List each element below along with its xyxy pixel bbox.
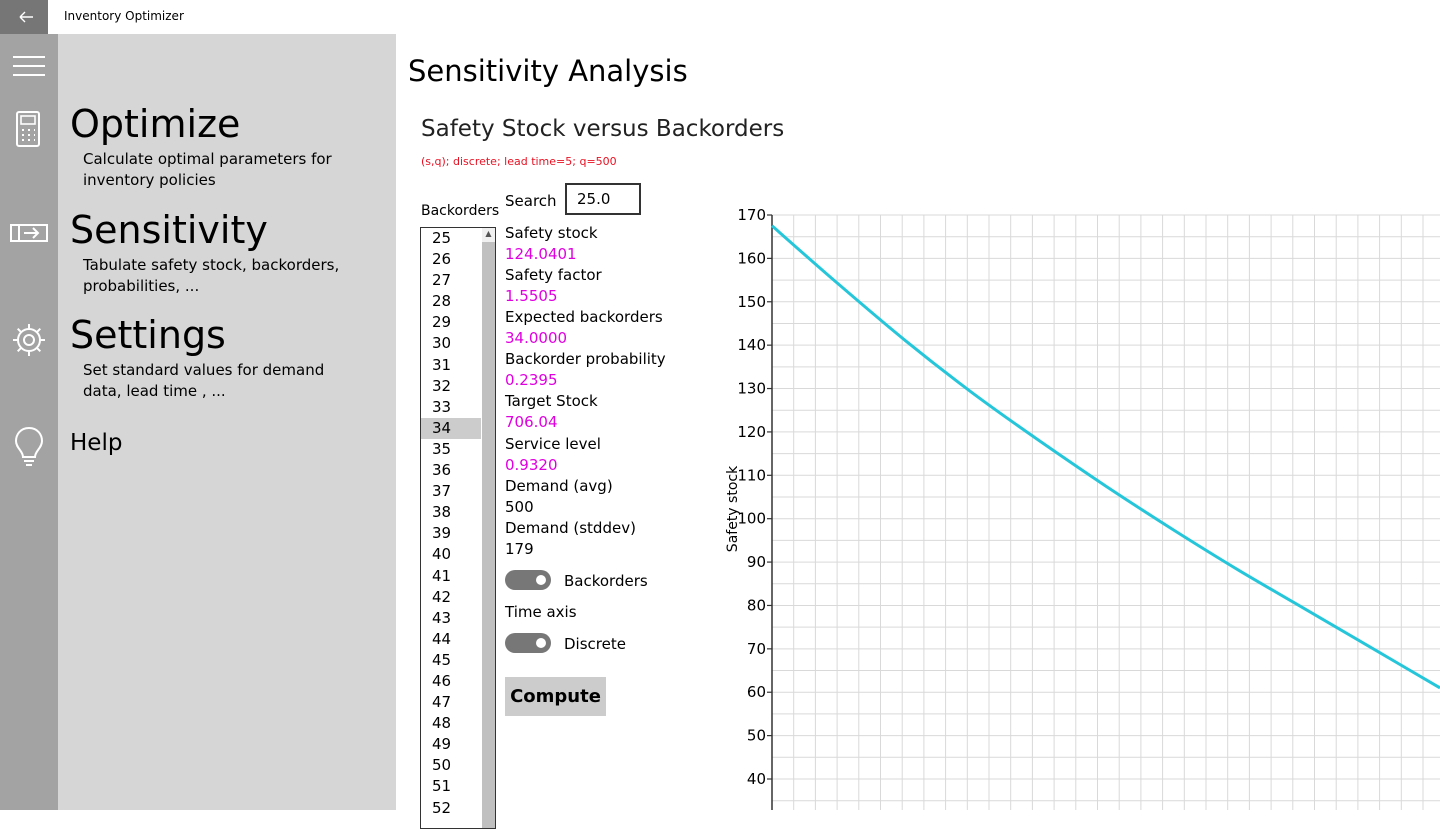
stat-label: Expected backorders [505, 308, 663, 327]
stat-value: 1.5505 [505, 287, 558, 306]
stat-value: 500 [505, 497, 534, 516]
listbox-scrollbar[interactable]: ▲ [482, 228, 495, 828]
list-item[interactable]: 31 [432, 355, 452, 374]
compute-button[interactable]: Compute [505, 677, 606, 716]
discrete-toggle-label: Discrete [564, 635, 626, 653]
back-button[interactable] [0, 0, 48, 34]
time-axis-label: Time axis [505, 603, 577, 621]
backorders-toggle-label: Backorders [564, 572, 648, 590]
nav-rail [0, 34, 58, 810]
nav-settings-desc: Set standard values for demand data, lea… [83, 361, 325, 400]
y-tick-label: 150 [737, 293, 766, 311]
list-item[interactable]: 46 [432, 671, 452, 690]
y-tick-label: 170 [737, 206, 766, 224]
list-item[interactable]: 28 [432, 292, 452, 311]
list-item[interactable]: 48 [432, 714, 452, 733]
list-item[interactable]: 35 [432, 439, 452, 458]
y-tick-label: 130 [737, 380, 766, 398]
toggle-knob [536, 638, 546, 648]
y-tick-label: 100 [737, 510, 766, 528]
list-item[interactable]: 43 [432, 608, 452, 627]
stat-value: 706.04 [505, 413, 558, 432]
y-tick-label: 110 [737, 466, 766, 484]
y-tick-label: 40 [747, 770, 766, 788]
list-item[interactable]: 41 [432, 566, 452, 585]
list-item[interactable]: 34 [421, 417, 481, 439]
backorders-listbox[interactable]: 25 26 27 28 29 30 31 32 33 34 35 36 37 38 39 40 41 42 43 44… [420, 227, 496, 829]
list-item[interactable]: 42 [432, 587, 452, 606]
stat-label: Backorder probability [505, 350, 666, 369]
stat-value: 0.9320 [505, 455, 558, 474]
discrete-toggle[interactable] [505, 633, 551, 653]
list-item[interactable]: 40 [432, 545, 452, 564]
sensitivity-table-icon[interactable] [8, 218, 50, 248]
scrollbar-thumb[interactable] [482, 242, 495, 828]
app-title: Inventory Optimizer [64, 9, 184, 23]
list-item[interactable]: 49 [432, 735, 452, 754]
safety-stock-series-line [771, 224, 1440, 690]
y-tick-label: 70 [747, 640, 766, 658]
list-item[interactable]: 30 [432, 334, 452, 353]
y-tick-label: 160 [737, 249, 766, 267]
gear-icon[interactable] [8, 318, 50, 362]
stat-value: 34.0000 [505, 329, 568, 348]
stat-value: 124.0401 [505, 245, 577, 263]
y-axis-label: Safety stock [725, 465, 741, 552]
list-item[interactable]: 39 [432, 524, 452, 543]
y-tick-label: 140 [737, 336, 766, 354]
list-item[interactable]: 33 [432, 397, 452, 416]
list-item[interactable]: 27 [432, 271, 452, 290]
list-item[interactable]: 51 [432, 777, 452, 796]
list-item[interactable]: 50 [432, 756, 452, 775]
list-item[interactable]: 25 [432, 229, 452, 247]
nav-optimize-desc: Calculate optimal parameters for invento… [83, 150, 332, 189]
y-tick-label: 50 [747, 727, 766, 745]
list-item[interactable]: 44 [432, 629, 452, 648]
page-title: Sensitivity Analysis [408, 54, 688, 88]
stat-value: 0.2395 [505, 371, 558, 390]
stat-label: Safety factor [505, 266, 602, 285]
back-arrow-icon [19, 11, 33, 23]
list-item[interactable]: 52 [432, 798, 452, 817]
search-label: Search [505, 192, 557, 210]
backorders-toggle[interactable] [505, 570, 551, 590]
list-item[interactable]: 37 [432, 482, 452, 501]
y-tick-label: 80 [747, 596, 766, 614]
scroll-up-arrow-icon[interactable]: ▲ [485, 229, 492, 238]
chart-grid [772, 214, 1440, 810]
calculator-icon[interactable] [8, 108, 50, 152]
stat-label: Target Stock [505, 392, 598, 411]
nav-pane: Optimize Calculate optimal parameters fo… [58, 34, 396, 810]
y-tick-label: 120 [737, 423, 766, 441]
section-title: Safety Stock versus Backorders [421, 116, 785, 142]
list-item[interactable]: 38 [432, 503, 452, 522]
toggle-knob [536, 575, 546, 585]
hamburger-menu-icon[interactable] [8, 52, 50, 82]
nav-sensitivity-title: Sensitivity [70, 208, 268, 252]
safety-stock-chart: 170 160 150 140 130 120 110 100 90 80 70 60 50 40 Safe… [725, 206, 1440, 810]
nav-sensitivity-desc: Tabulate safety stock, backorders, proba… [83, 256, 340, 295]
y-tick-label: 60 [747, 683, 766, 701]
stat-value: 179 [505, 539, 534, 558]
stat-label: Demand (stddev) [505, 518, 636, 537]
list-item[interactable]: 47 [432, 693, 452, 712]
backorders-list-label: Backorders [421, 203, 500, 219]
title-bar: Inventory Optimizer [0, 0, 1440, 34]
list-item[interactable]: 26 [432, 250, 452, 269]
nav-settings-title: Settings [70, 313, 226, 357]
list-item[interactable]: 29 [432, 313, 452, 332]
nav-item-help[interactable]: Help [70, 430, 123, 456]
y-tick-label: 90 [747, 553, 766, 571]
stat-label: Demand (avg) [505, 476, 613, 495]
list-item[interactable]: 36 [432, 461, 452, 480]
list-item[interactable]: 32 [432, 376, 452, 395]
stat-label: Safety stock [505, 224, 598, 242]
nav-optimize-title: Optimize [70, 102, 241, 146]
list-item[interactable]: 45 [432, 650, 452, 669]
search-input[interactable] [565, 183, 641, 215]
lightbulb-icon[interactable] [8, 424, 50, 470]
stat-label: Service level [505, 434, 601, 453]
parameters-subtitle: (s,q); discrete; lead time=5; q=500 [421, 155, 617, 168]
